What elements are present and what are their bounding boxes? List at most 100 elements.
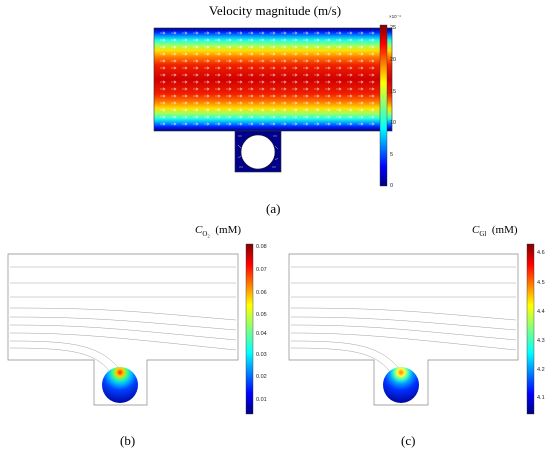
velocity-arrow: [171, 80, 177, 84]
velocity-arrow: [215, 101, 221, 105]
velocity-arrow: [347, 87, 353, 91]
velocity-arrow: [303, 45, 309, 49]
velocity-arrow: [160, 66, 166, 70]
velocity-arrow: [369, 80, 375, 84]
velocity-arrow: [215, 31, 221, 35]
velocity-arrow: [314, 66, 320, 70]
velocity-arrow: [358, 94, 364, 98]
velocity-arrow: [182, 73, 188, 77]
velocity-arrow: [358, 45, 364, 49]
velocity-arrow: [281, 115, 287, 119]
velocity-arrow: [237, 115, 243, 119]
velocity-arrow: [259, 59, 265, 63]
velocity-arrow: [215, 45, 221, 49]
panel-b-caption: (b): [120, 433, 136, 448]
velocity-arrow: [204, 115, 210, 119]
velocity-arrow: [358, 101, 364, 105]
velocity-arrow: [193, 108, 199, 112]
velocity-arrow: [292, 122, 298, 126]
velocity-arrow: [226, 59, 232, 63]
velocity-arrow: [182, 38, 188, 42]
velocity-arrow: [281, 101, 287, 105]
velocity-arrow: [292, 45, 298, 49]
velocity-arrow: [358, 31, 364, 35]
oxygen-colorbar: [245, 243, 254, 415]
velocity-arrow: [325, 31, 331, 35]
velocity-arrow: [248, 66, 254, 70]
velocity-arrow: [204, 122, 210, 126]
panel-a-title: Velocity magnitude (m/s): [208, 3, 342, 18]
oxygen-tick: 0.02: [256, 374, 267, 380]
velocity-arrow: [248, 73, 254, 77]
glucose-tick: 4.5: [537, 280, 545, 286]
velocity-arrow: [226, 87, 232, 91]
velocity-colorbar-exponent: ×10⁻⁴: [389, 14, 401, 19]
velocity-arrow: [281, 38, 287, 42]
velocity-arrow: [171, 52, 177, 56]
velocity-arrow: [160, 101, 166, 105]
velocity-arrow: [358, 108, 364, 112]
velocity-arrow: [358, 122, 364, 126]
velocity-arrow: [358, 80, 364, 84]
velocity-arrow: [336, 66, 342, 70]
cell-sphere-glucose: [383, 367, 419, 403]
velocity-arrow: [270, 66, 276, 70]
velocity-arrow: [248, 52, 254, 56]
velocity-arrow: [358, 59, 364, 63]
oxygen-tick: 0.05: [256, 312, 267, 318]
velocity-arrow: [259, 115, 265, 119]
cell-sphere: [240, 134, 276, 170]
velocity-arrow: [314, 73, 320, 77]
velocity-arrow: [182, 94, 188, 98]
velocity-arrow: [160, 31, 166, 35]
oxygen-tick: 0.06: [256, 290, 267, 296]
velocity-arrow: [347, 66, 353, 70]
velocity-tick: 10: [390, 120, 397, 126]
velocity-arrow: [204, 66, 210, 70]
velocity-arrow: [226, 31, 232, 35]
velocity-arrow: [270, 94, 276, 98]
velocity-arrow: [369, 38, 375, 42]
velocity-arrow: [182, 31, 188, 35]
velocity-arrow: [204, 45, 210, 49]
velocity-arrow: [347, 52, 353, 56]
velocity-arrow: [270, 80, 276, 84]
velocity-arrow: [226, 101, 232, 105]
velocity-arrow: [292, 59, 298, 63]
velocity-arrow: [325, 59, 331, 63]
velocity-arrow: [226, 122, 232, 126]
velocity-arrow: [358, 66, 364, 70]
velocity-arrow: [369, 73, 375, 77]
velocity-arrow: [248, 59, 254, 63]
velocity-arrow: [347, 115, 353, 119]
velocity-arrow: [204, 87, 210, 91]
velocity-arrow: [292, 87, 298, 91]
velocity-arrow: [226, 52, 232, 56]
velocity-arrow: [270, 108, 276, 112]
velocity-arrow: [325, 80, 331, 84]
velocity-arrow: [270, 31, 276, 35]
velocity-arrow: [171, 87, 177, 91]
velocity-arrow: [270, 45, 276, 49]
velocity-arrow: [248, 108, 254, 112]
velocity-arrow: [336, 52, 342, 56]
velocity-arrow: [226, 80, 232, 84]
velocity-arrow: [314, 31, 320, 35]
velocity-arrow: [237, 108, 243, 112]
velocity-arrow: [237, 101, 243, 105]
velocity-arrow: [358, 73, 364, 77]
velocity-arrow: [193, 66, 199, 70]
velocity-tick: 25: [390, 25, 397, 31]
velocity-arrow: [303, 80, 309, 84]
velocity-arrow: [193, 59, 199, 63]
velocity-arrow: [325, 73, 331, 77]
velocity-arrow: [336, 73, 342, 77]
velocity-arrow: [193, 94, 199, 98]
velocity-arrow: [237, 52, 243, 56]
velocity-arrow: [237, 80, 243, 84]
velocity-arrow: [160, 115, 166, 119]
velocity-arrow: [182, 115, 188, 119]
velocity-arrow: [248, 38, 254, 42]
velocity-arrow: [215, 80, 221, 84]
velocity-arrow: [171, 94, 177, 98]
